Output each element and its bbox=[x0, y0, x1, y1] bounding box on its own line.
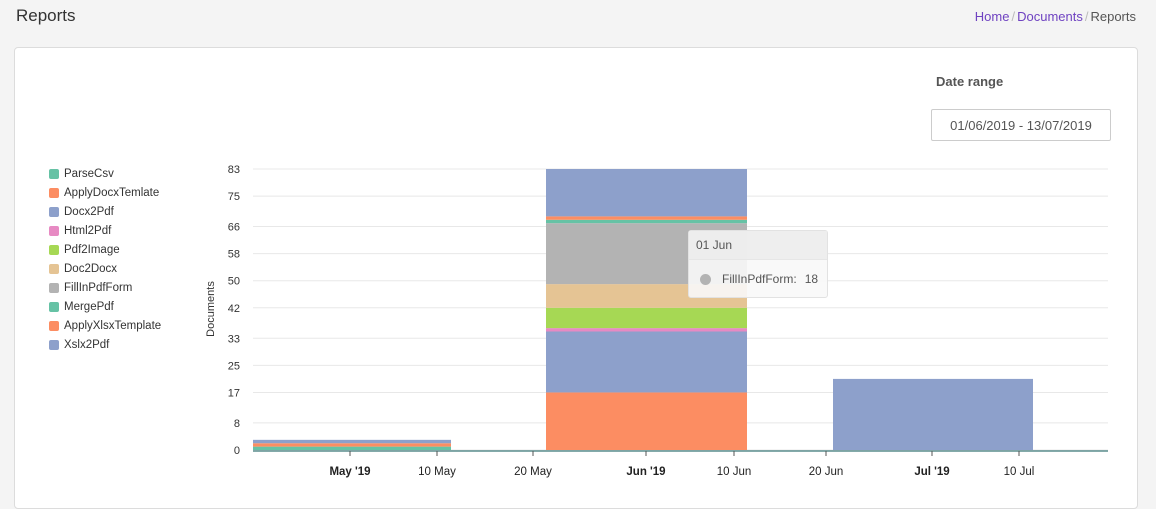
x-tick-label: Jul '19 bbox=[914, 466, 949, 478]
legend-item[interactable]: Xslx2Pdf bbox=[49, 336, 161, 355]
x-tick-label: 10 Jun bbox=[717, 466, 752, 478]
legend-label: ApplyXlsxTemplate bbox=[64, 320, 162, 333]
legend-swatch bbox=[49, 321, 59, 332]
legend-label: FillInPdfForm bbox=[64, 282, 133, 295]
bar-segment bbox=[546, 392, 747, 450]
x-tick-label: 20 Jun bbox=[809, 466, 844, 478]
bar-segment bbox=[253, 439, 451, 444]
legend-item[interactable]: ApplyDocxTemlate bbox=[49, 183, 161, 202]
breadcrumb-separator: / bbox=[1011, 9, 1016, 24]
legend-swatch bbox=[49, 187, 59, 198]
legend-swatch bbox=[49, 225, 59, 236]
y-tick-label: 8 bbox=[234, 418, 240, 430]
breadcrumb-home-link[interactable]: Home bbox=[974, 9, 1010, 24]
y-tick-label: 33 bbox=[228, 333, 240, 345]
bar-segment bbox=[546, 169, 747, 217]
y-tick-label: 42 bbox=[228, 303, 240, 315]
x-tick-label: May '19 bbox=[329, 466, 370, 478]
breadcrumb-documents-link[interactable]: Documents bbox=[1017, 9, 1083, 24]
y-tick-label: 66 bbox=[228, 222, 240, 234]
bar-segment bbox=[546, 219, 747, 224]
legend-label: Html2Pdf bbox=[64, 224, 112, 237]
date-range-input[interactable] bbox=[931, 109, 1111, 141]
legend-item[interactable]: ApplyXlsxTemplate bbox=[49, 317, 161, 336]
bar-segment bbox=[833, 378, 1033, 450]
x-tick-label: 10 May bbox=[418, 466, 456, 478]
legend-label: ParseCsv bbox=[64, 167, 114, 180]
stacked-bar-chart: 0 8 17 25 33 42 50 58 66 75 83 Documents May '19 10 M… bbox=[205, 164, 1108, 478]
bar-segment bbox=[546, 328, 747, 332]
legend-item[interactable]: Doc2Docx bbox=[49, 259, 161, 278]
legend-swatch bbox=[49, 283, 59, 294]
y-tick-label: 25 bbox=[228, 360, 240, 372]
bar-segment bbox=[546, 216, 747, 220]
breadcrumb: Home / Documents / Reports bbox=[975, 9, 1136, 24]
legend-label: Doc2Docx bbox=[64, 263, 118, 276]
tooltip-series-dot bbox=[700, 273, 711, 285]
legend-item[interactable]: FillInPdfForm bbox=[49, 279, 161, 298]
x-tick-label: 20 May bbox=[514, 466, 552, 478]
legend-item[interactable]: ParseCsv bbox=[49, 164, 161, 183]
breadcrumb-separator: / bbox=[1084, 9, 1089, 24]
x-tick-label: Jun '19 bbox=[626, 466, 665, 478]
tooltip-date: 01 Jun bbox=[689, 231, 827, 260]
chart-legend: ParseCsv ApplyDocxTemlate Docx2Pdf Html2Pdf… bbox=[49, 164, 161, 355]
legend-label: Docx2Pdf bbox=[64, 205, 114, 218]
date-range-label: Date range bbox=[936, 74, 1004, 89]
bar-segment bbox=[253, 446, 451, 450]
legend-label: Xslx2Pdf bbox=[64, 339, 110, 352]
y-axis-title: Documents bbox=[205, 281, 217, 337]
chart-tooltip: 01 Jun FillInPdfForm: 18 bbox=[688, 230, 828, 298]
legend-swatch bbox=[49, 340, 59, 351]
bar-segment bbox=[546, 307, 747, 329]
legend-swatch bbox=[49, 168, 59, 179]
legend-item[interactable]: Docx2Pdf bbox=[49, 202, 161, 221]
y-tick-label: 75 bbox=[228, 191, 240, 203]
bar-segment bbox=[253, 443, 451, 447]
legend-label: ApplyDocxTemlate bbox=[64, 186, 160, 199]
legend-item[interactable]: MergePdf bbox=[49, 298, 161, 317]
legend-swatch bbox=[49, 264, 59, 275]
x-tick-label: 10 Jul bbox=[1004, 466, 1035, 478]
legend-swatch bbox=[49, 302, 59, 313]
bar-segment bbox=[546, 331, 747, 393]
y-tick-label: 0 bbox=[234, 445, 240, 457]
y-tick-label: 17 bbox=[228, 387, 240, 399]
breadcrumb-current: Reports bbox=[1090, 9, 1136, 24]
y-tick-label: 50 bbox=[228, 276, 240, 288]
legend-swatch bbox=[49, 206, 59, 217]
legend-swatch bbox=[49, 244, 59, 255]
legend-label: MergePdf bbox=[64, 301, 114, 314]
page-title: Reports bbox=[16, 6, 76, 25]
y-tick-label: 83 bbox=[228, 164, 240, 176]
legend-label: Pdf2Image bbox=[64, 243, 120, 256]
tooltip-series-name: FillInPdfForm: bbox=[722, 272, 797, 286]
tooltip-series-value: 18 bbox=[804, 272, 819, 286]
legend-item[interactable]: Html2Pdf bbox=[49, 221, 161, 240]
y-tick-label: 58 bbox=[228, 249, 240, 261]
legend-item[interactable]: Pdf2Image bbox=[49, 240, 161, 259]
